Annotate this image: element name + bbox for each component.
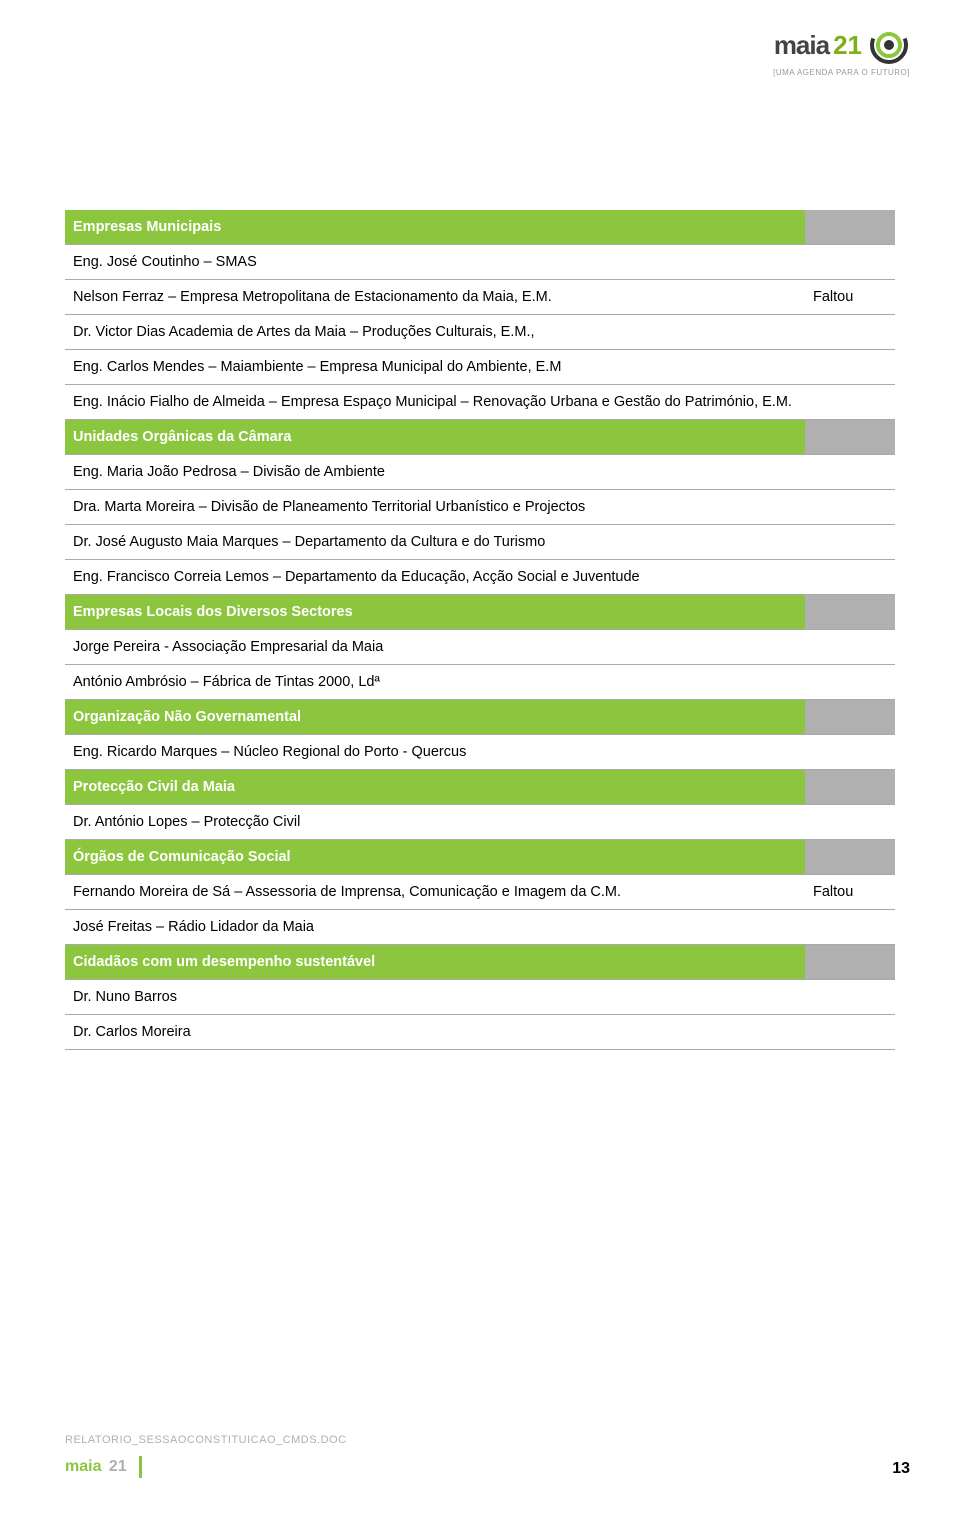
status-cell: Faltou bbox=[805, 280, 895, 315]
status-cell bbox=[805, 385, 895, 420]
status-cell: Faltou bbox=[805, 875, 895, 910]
section-title: Protecção Civil da Maia bbox=[65, 770, 805, 805]
status-cell bbox=[805, 245, 895, 280]
participant-name: Dra. Marta Moreira – Divisão de Planeame… bbox=[65, 490, 805, 525]
footer-spacer bbox=[101, 1458, 105, 1475]
status-cell bbox=[805, 490, 895, 525]
table-row: Dr. Victor Dias Academia de Artes da Mai… bbox=[65, 315, 895, 350]
status-cell bbox=[805, 525, 895, 560]
participant-name: Eng. Ricardo Marques – Núcleo Regional d… bbox=[65, 735, 805, 770]
table-row: Dra. Marta Moreira – Divisão de Planeame… bbox=[65, 490, 895, 525]
section-title: Unidades Orgânicas da Câmara bbox=[65, 420, 805, 455]
footer-brand: maia 21 bbox=[65, 1456, 142, 1478]
table-row: Dr. José Augusto Maia Marques – Departam… bbox=[65, 525, 895, 560]
status-cell bbox=[805, 735, 895, 770]
table-row: Dr. António Lopes – Protecção Civil bbox=[65, 805, 895, 840]
table-row: Dr. Nuno Barros bbox=[65, 980, 895, 1015]
status-cell bbox=[805, 455, 895, 490]
footer-doc-name: RELATORIO_SESSAOCONSTITUICAO_CMDS.DOC bbox=[65, 1434, 910, 1446]
table-row: Jorge Pereira - Associação Empresarial d… bbox=[65, 630, 895, 665]
section-header-row: Empresas Locais dos Diversos Sectores bbox=[65, 595, 895, 630]
table-row: Eng. Inácio Fialho de Almeida – Empresa … bbox=[65, 385, 895, 420]
section-header-row: Cidadãos com um desempenho sustentável bbox=[65, 945, 895, 980]
participant-name: Dr. José Augusto Maia Marques – Departam… bbox=[65, 525, 805, 560]
status-cell bbox=[805, 980, 895, 1015]
section-header-row: Empresas Municipais bbox=[65, 210, 895, 245]
status-cell bbox=[805, 910, 895, 945]
table-row: Fernando Moreira de Sá – Assessoria de I… bbox=[65, 875, 895, 910]
participant-name: Eng. Maria João Pedrosa – Divisão de Amb… bbox=[65, 455, 805, 490]
status-cell bbox=[805, 770, 895, 805]
participant-name: Eng. José Coutinho – SMAS bbox=[65, 245, 805, 280]
table-row: Eng. Francisco Correia Lemos – Departame… bbox=[65, 560, 895, 595]
status-cell bbox=[805, 210, 895, 245]
status-cell bbox=[805, 595, 895, 630]
participant-name: António Ambrósio – Fábrica de Tintas 200… bbox=[65, 665, 805, 700]
section-title: Empresas Municipais bbox=[65, 210, 805, 245]
footer-bar-icon bbox=[139, 1456, 142, 1478]
participant-name: Eng. Inácio Fialho de Almeida – Empresa … bbox=[65, 385, 805, 420]
status-cell bbox=[805, 420, 895, 455]
status-cell bbox=[805, 560, 895, 595]
table-row: José Freitas – Rádio Lidador da Maia bbox=[65, 910, 895, 945]
participant-name: Dr. António Lopes – Protecção Civil bbox=[65, 805, 805, 840]
logo-brand-text: maia bbox=[774, 30, 829, 61]
section-title: Organização Não Governamental bbox=[65, 700, 805, 735]
table-row: Nelson Ferraz – Empresa Metropolitana de… bbox=[65, 280, 895, 315]
logo-circle-icon bbox=[868, 24, 910, 66]
table-row: Eng. Maria João Pedrosa – Divisão de Amb… bbox=[65, 455, 895, 490]
section-title: Cidadãos com um desempenho sustentável bbox=[65, 945, 805, 980]
section-header-row: Órgãos de Comunicação Social bbox=[65, 840, 895, 875]
status-cell bbox=[805, 350, 895, 385]
participant-name: Dr. Carlos Moreira bbox=[65, 1015, 805, 1050]
status-cell bbox=[805, 1015, 895, 1050]
logo-tagline: [UMA AGENDA PARA O FUTURO] bbox=[773, 68, 910, 77]
footer-brand-row: maia 21 13 bbox=[65, 1456, 910, 1478]
participant-name: Eng. Francisco Correia Lemos – Departame… bbox=[65, 560, 805, 595]
footer-21: 21 bbox=[109, 1458, 127, 1475]
logo-main: maia21 bbox=[773, 24, 910, 66]
logo: maia21 [UMA AGENDA PARA O FUTURO] bbox=[773, 24, 910, 77]
logo-brand-21: 21 bbox=[833, 30, 862, 61]
table-row: Eng. Ricardo Marques – Núcleo Regional d… bbox=[65, 735, 895, 770]
section-title: Órgãos de Comunicação Social bbox=[65, 840, 805, 875]
status-cell bbox=[805, 840, 895, 875]
table-row: Eng. José Coutinho – SMAS bbox=[65, 245, 895, 280]
participant-name: Jorge Pereira - Associação Empresarial d… bbox=[65, 630, 805, 665]
participant-name: Dr. Nuno Barros bbox=[65, 980, 805, 1015]
status-cell bbox=[805, 945, 895, 980]
participants-table: Empresas MunicipaisEng. José Coutinho – … bbox=[65, 210, 895, 1050]
page-number: 13 bbox=[892, 1460, 910, 1478]
section-header-row: Unidades Orgânicas da Câmara bbox=[65, 420, 895, 455]
section-header-row: Protecção Civil da Maia bbox=[65, 770, 895, 805]
content-area: Empresas MunicipaisEng. José Coutinho – … bbox=[65, 210, 895, 1050]
table-row: Dr. Carlos Moreira bbox=[65, 1015, 895, 1050]
participant-name: Nelson Ferraz – Empresa Metropolitana de… bbox=[65, 280, 805, 315]
footer: RELATORIO_SESSAOCONSTITUICAO_CMDS.DOC ma… bbox=[65, 1434, 910, 1478]
participant-name: Fernando Moreira de Sá – Assessoria de I… bbox=[65, 875, 805, 910]
participant-name: Eng. Carlos Mendes – Maiambiente – Empre… bbox=[65, 350, 805, 385]
participant-name: José Freitas – Rádio Lidador da Maia bbox=[65, 910, 805, 945]
section-title: Empresas Locais dos Diversos Sectores bbox=[65, 595, 805, 630]
table-row: António Ambrósio – Fábrica de Tintas 200… bbox=[65, 665, 895, 700]
participant-name: Dr. Victor Dias Academia de Artes da Mai… bbox=[65, 315, 805, 350]
footer-maia: maia bbox=[65, 1458, 101, 1475]
section-header-row: Organização Não Governamental bbox=[65, 700, 895, 735]
table-row: Eng. Carlos Mendes – Maiambiente – Empre… bbox=[65, 350, 895, 385]
status-cell bbox=[805, 630, 895, 665]
status-cell bbox=[805, 700, 895, 735]
status-cell bbox=[805, 665, 895, 700]
status-cell bbox=[805, 805, 895, 840]
status-cell bbox=[805, 315, 895, 350]
